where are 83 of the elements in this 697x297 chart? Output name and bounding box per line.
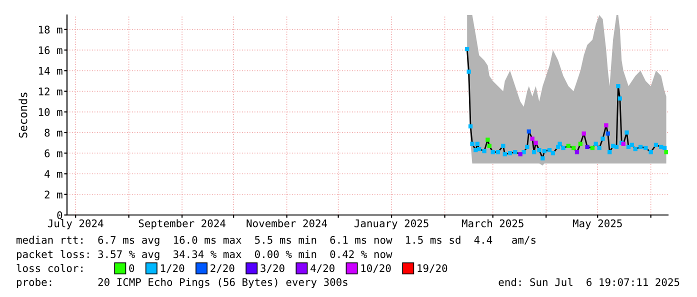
point xyxy=(648,150,653,154)
point xyxy=(606,131,610,136)
point xyxy=(537,148,542,152)
point xyxy=(487,144,492,148)
y-tick-label: 4 m xyxy=(44,170,62,178)
point xyxy=(465,46,470,52)
point xyxy=(644,146,648,150)
text: probe: 20 ICMP Echo Pings (56 Bytes) every 300s xyxy=(16,278,348,288)
point xyxy=(486,138,490,142)
point xyxy=(540,156,545,160)
y-tick-label: 0 xyxy=(57,211,62,220)
point xyxy=(662,146,667,150)
legend-label: 3/20 xyxy=(260,264,284,273)
point xyxy=(664,150,668,154)
y-tick-label: 8 m xyxy=(44,128,62,137)
point xyxy=(582,131,586,136)
point xyxy=(482,149,486,154)
point xyxy=(574,150,580,154)
point xyxy=(654,142,658,147)
point xyxy=(630,142,634,147)
legend-label: 1/20 xyxy=(161,264,184,273)
point xyxy=(501,144,506,148)
point xyxy=(547,148,552,152)
point xyxy=(496,150,500,154)
point xyxy=(608,150,612,154)
point xyxy=(571,146,576,150)
y-tick-label: 18 m xyxy=(39,26,62,34)
point xyxy=(590,146,595,150)
point xyxy=(558,142,562,146)
point xyxy=(530,136,534,141)
point xyxy=(542,149,546,154)
text: median rtt: 6.7 ms avg 16.0 ms max 5.5 ms min 6.1 ms now 1.5 ms sd 4.4 am/s xyxy=(16,236,536,246)
text: end: Sun Jul 6 19:07:11 2025 xyxy=(498,278,680,286)
point xyxy=(532,150,536,154)
x-tick-label: November 2024 xyxy=(246,219,328,228)
point xyxy=(490,150,495,154)
y-tick-label: 16 m xyxy=(39,46,62,54)
y-tick-label: 2 m xyxy=(44,190,62,198)
legend-title: loss color: xyxy=(16,264,82,272)
point xyxy=(475,142,480,146)
point xyxy=(518,152,522,156)
y-tick-label: 10 m xyxy=(39,108,62,116)
point xyxy=(526,129,531,134)
point xyxy=(561,146,566,150)
point xyxy=(594,142,598,146)
x-tick-label: January 2025 xyxy=(354,219,428,230)
point xyxy=(534,140,538,145)
point xyxy=(525,144,530,150)
point xyxy=(513,150,518,154)
y-axis-title: Seconds xyxy=(18,92,28,138)
point xyxy=(477,146,482,152)
point xyxy=(614,144,619,150)
legend-label: 4/20 xyxy=(310,264,334,273)
point xyxy=(578,142,583,146)
point xyxy=(566,144,570,148)
legend-label: 2/20 xyxy=(210,264,234,273)
x-tick-label: September 2024 xyxy=(138,219,226,230)
x-tick-label: March 2025 xyxy=(462,219,524,228)
x-tick-label: May 2025 xyxy=(572,219,622,230)
legend-label: 19/20 xyxy=(418,264,448,273)
x-tick-label: July 2024 xyxy=(48,219,104,230)
legend-label: 10/20 xyxy=(361,264,391,273)
legend-label: 0 xyxy=(129,264,134,272)
point xyxy=(522,150,526,154)
point xyxy=(468,124,473,128)
y-tick-label: 14 m xyxy=(39,67,62,75)
point xyxy=(616,84,620,88)
point xyxy=(633,146,638,152)
point xyxy=(600,136,605,141)
point xyxy=(466,70,471,74)
y-tick-label: 12 m xyxy=(39,88,62,96)
point xyxy=(597,146,602,150)
text: packet loss: 3.57 % avg 34.34 % max 0.00 % min 0.42 % now xyxy=(16,250,392,260)
point xyxy=(604,123,608,128)
point xyxy=(618,96,622,101)
point xyxy=(638,144,643,150)
point xyxy=(470,142,474,146)
point xyxy=(585,144,590,150)
point xyxy=(508,151,512,156)
y-tick-label: 6 m xyxy=(44,149,62,158)
point xyxy=(550,151,556,156)
point xyxy=(624,130,629,135)
point xyxy=(502,152,507,156)
